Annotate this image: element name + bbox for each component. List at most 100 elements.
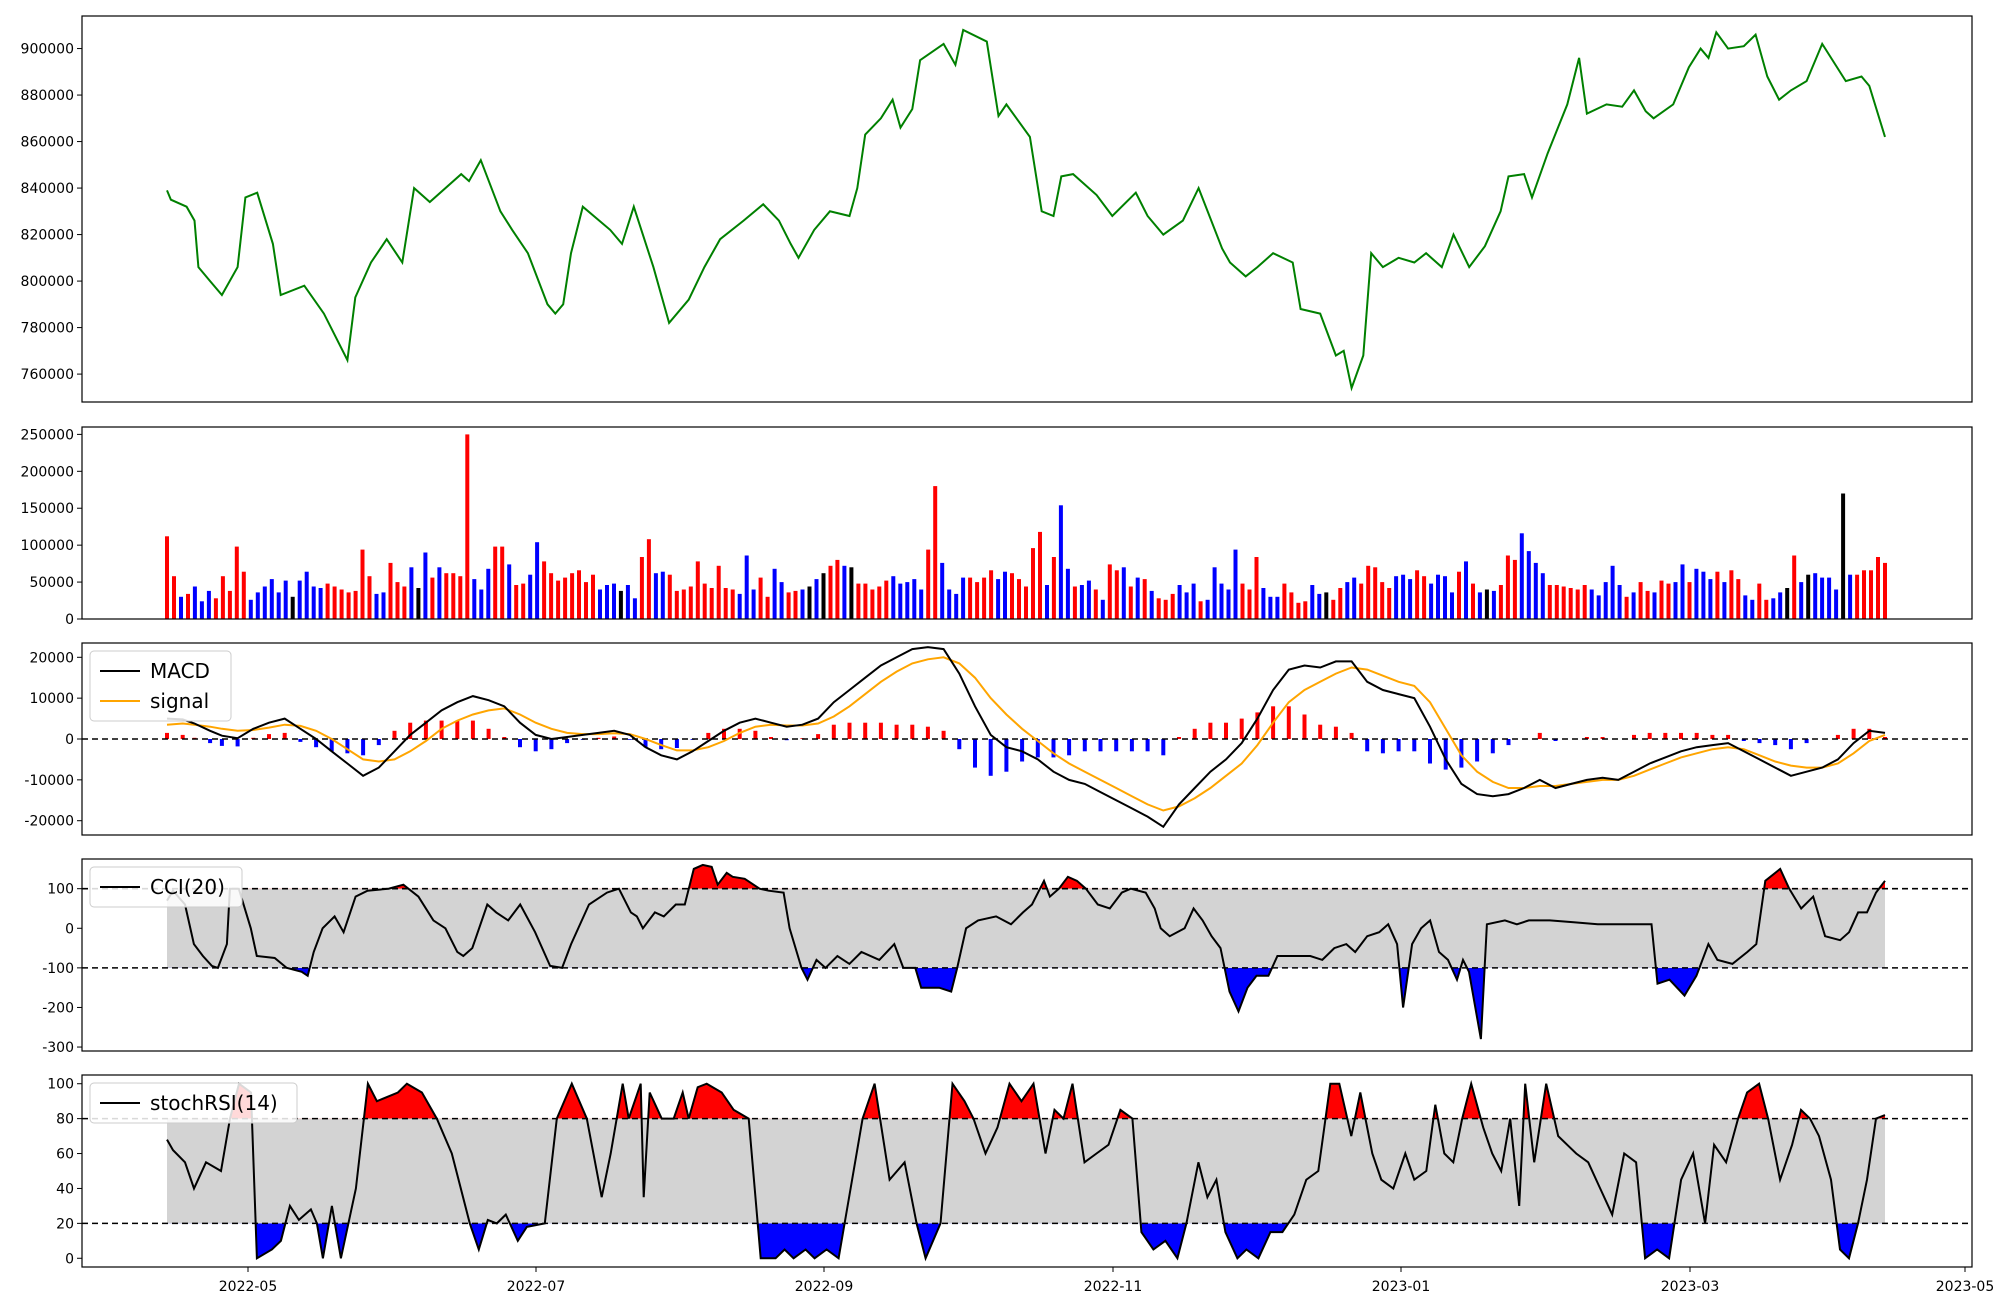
volume-bar — [416, 588, 421, 619]
volume-bar — [1163, 599, 1168, 619]
macd-histogram-bar — [180, 734, 185, 739]
volume-ytick-label: 250000 — [21, 427, 74, 443]
volume-bar — [507, 564, 512, 619]
volume-bar — [1771, 598, 1776, 619]
volume-bar — [1045, 585, 1049, 619]
volume-bar — [1457, 571, 1461, 619]
cci-ytick-label: -100 — [42, 961, 74, 977]
volume-bar — [695, 561, 700, 619]
volume-bar — [968, 577, 973, 619]
volume-bar — [1331, 599, 1336, 619]
volume-bar — [870, 589, 875, 619]
volume-bar — [1603, 582, 1608, 619]
macd-histogram-bar — [392, 730, 397, 739]
volume-bar — [793, 590, 798, 619]
macd-histogram-bar — [1192, 728, 1197, 739]
volume-bar — [227, 590, 232, 619]
macd-histogram-bar — [1067, 739, 1072, 756]
volume-bar — [1610, 565, 1615, 619]
volume-bar — [1471, 583, 1475, 619]
stochrsi-legend-label: stochRSI(14) — [150, 1091, 278, 1115]
volume-bar — [653, 573, 658, 619]
volume-bar — [493, 546, 498, 619]
volume-bar — [1792, 555, 1797, 619]
volume-bar — [1352, 577, 1357, 619]
volume-bar — [262, 586, 267, 619]
stochrsi-panel-frame — [81, 1074, 1973, 1268]
macd-histogram-bar — [361, 739, 366, 756]
volume-bar — [1666, 583, 1671, 619]
volume-bar — [458, 576, 463, 619]
volume-ytick-label: 0 — [65, 612, 74, 628]
volume-bar — [1058, 505, 1063, 619]
price-ytick-label: 900000 — [21, 42, 74, 58]
volume-bar — [444, 573, 449, 619]
volume-bar — [1645, 590, 1650, 619]
macd-histogram-bar — [1632, 734, 1636, 739]
volume-bar — [388, 562, 393, 619]
x-tick-label: 2022-05 — [219, 1279, 278, 1295]
volume-bar — [479, 589, 484, 619]
volume-bar — [521, 583, 526, 619]
volume-bar — [1065, 568, 1070, 619]
macd-histogram-bar — [1302, 714, 1307, 739]
price-ytick-label: 780000 — [21, 321, 74, 337]
volume-bar — [933, 486, 938, 619]
volume-bar — [528, 574, 533, 619]
volume-bar — [179, 596, 183, 619]
volume-bar — [1862, 570, 1866, 619]
macd-histogram-bar — [345, 739, 350, 754]
volume-bar — [1240, 583, 1245, 619]
volume-ytick-label: 200000 — [21, 464, 74, 480]
volume-bar — [1401, 574, 1406, 619]
cci-band — [167, 888, 1885, 968]
volume-bar — [325, 583, 330, 619]
volume-bar — [374, 593, 379, 619]
volume-bar — [1624, 596, 1629, 619]
volume-bar — [367, 576, 372, 619]
macd-histogram-bar — [643, 739, 648, 748]
macd-histogram-bar — [455, 720, 460, 739]
volume-bar — [381, 592, 386, 619]
stochrsi-ytick-label: 60 — [56, 1147, 74, 1163]
macd-histogram-bar — [267, 734, 271, 739]
volume-bar — [1876, 557, 1880, 619]
volume-bar — [1303, 601, 1308, 619]
volume-bar — [1415, 570, 1420, 619]
macd-histogram-bar — [674, 739, 679, 748]
volume-bar — [1296, 602, 1301, 619]
volume-bar — [716, 565, 721, 619]
macd-histogram-bar — [1741, 739, 1746, 741]
volume-bar — [1687, 582, 1692, 619]
volume-bar — [486, 568, 491, 619]
macd-histogram-bar — [957, 739, 962, 750]
volume-bar — [1848, 574, 1853, 619]
volume-bar — [598, 589, 602, 619]
macd-histogram-bar — [1412, 739, 1417, 752]
volume-bar — [563, 577, 568, 619]
volume-bar — [192, 586, 197, 619]
volume-bar — [1505, 555, 1510, 619]
volume-bar — [996, 579, 1001, 619]
volume-bar — [898, 583, 903, 619]
volume-bar — [1464, 561, 1468, 619]
signal-line — [166, 656, 1886, 812]
volume-bar — [646, 539, 651, 619]
volume-bar — [1443, 576, 1447, 619]
volume-bar — [500, 546, 505, 619]
macd-histogram-bar — [1506, 739, 1511, 746]
price-ytick-label: 880000 — [21, 88, 74, 104]
x-tick-label: 2022-07 — [507, 1279, 566, 1295]
volume-bar — [1436, 574, 1440, 619]
volume-bar — [1345, 582, 1350, 619]
volume-bar — [430, 577, 435, 619]
volume-bar — [1031, 548, 1035, 619]
volume-bar — [1408, 579, 1413, 619]
price-line — [166, 28, 1886, 392]
macd-ytick-label: 10000 — [29, 691, 74, 707]
volume-bar — [786, 592, 791, 619]
x-tick-label: 2023-03 — [1661, 1279, 1720, 1295]
macd-histogram-bar — [973, 739, 977, 768]
volume-bar — [1128, 586, 1133, 619]
macd-line — [166, 646, 1886, 829]
